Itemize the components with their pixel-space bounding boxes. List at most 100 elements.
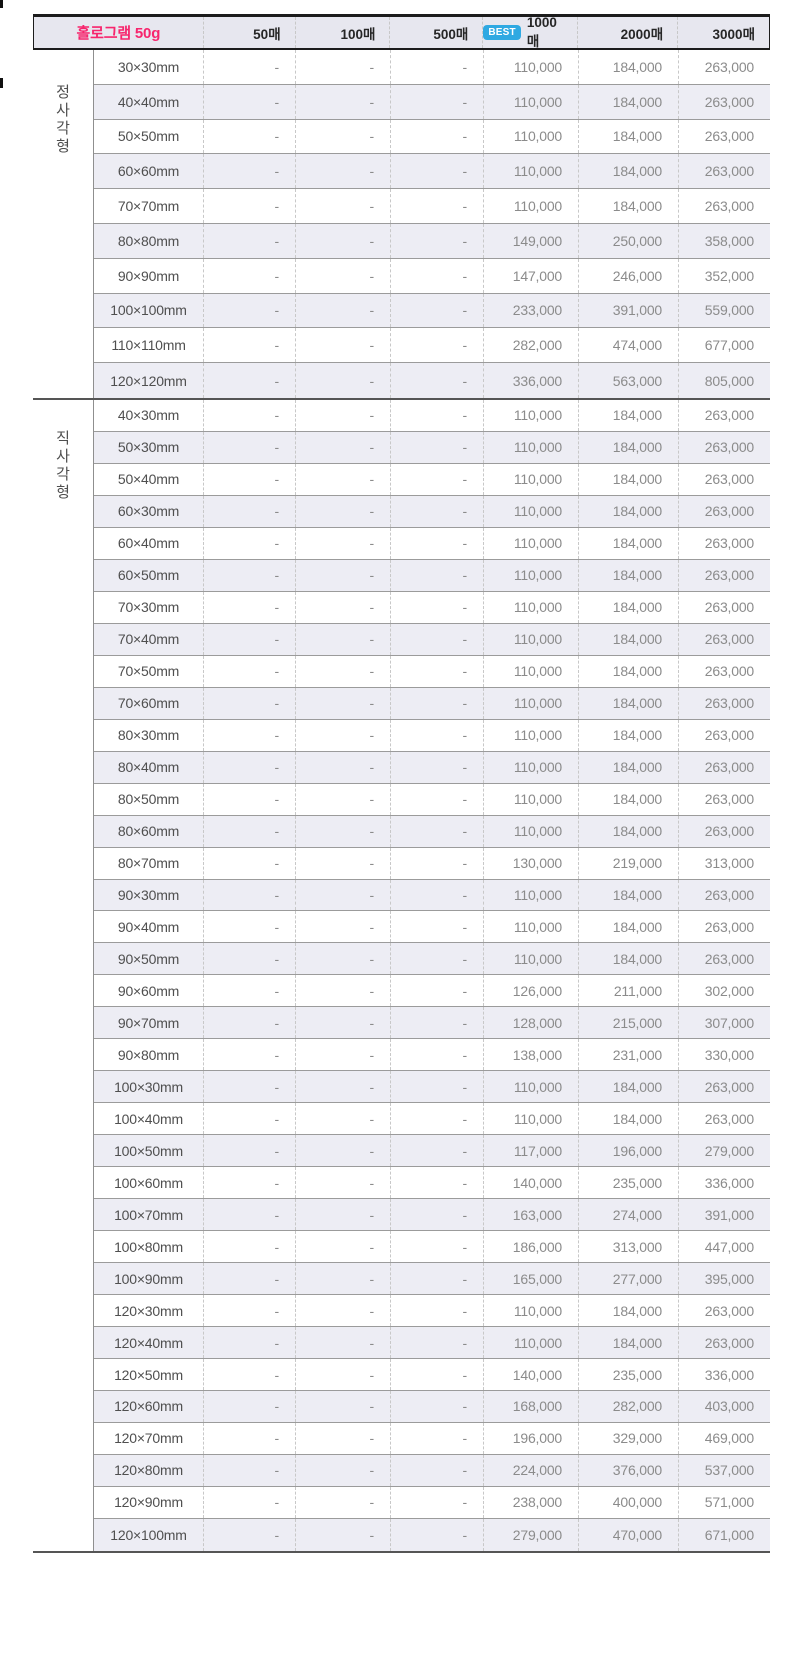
price-cell: 184,000 — [578, 1327, 678, 1359]
size-label: 120×100mm — [110, 1526, 187, 1543]
price-cell-empty: - — [203, 655, 295, 687]
size-label: 120×80mm — [114, 1462, 183, 1479]
price-cell-empty: - — [203, 591, 295, 623]
price-cell: 263,000 — [678, 815, 770, 847]
price-cell-empty: - — [295, 431, 390, 463]
price-cell-empty: - — [295, 328, 390, 363]
price-cell: 263,000 — [678, 783, 770, 815]
price-cell-empty: - — [390, 527, 483, 559]
price-cell: 184,000 — [578, 623, 678, 655]
price-cell-empty: - — [295, 1295, 390, 1327]
price-row-80×30mm: 80×30mm - - -110,000 184,000 263,000 — [94, 719, 770, 752]
size-label: 90×80mm — [117, 1046, 180, 1063]
price-cell: 184,000 — [578, 463, 678, 495]
price-cell: 219,000 — [578, 847, 678, 879]
price-cell-empty: - — [390, 1199, 483, 1231]
price-cell: 336,000 — [678, 1359, 770, 1390]
price-cell: 263,000 — [678, 399, 770, 431]
column-label: 500매 — [433, 26, 469, 42]
price-cell-empty: - — [203, 1359, 295, 1390]
price-cell: 184,000 — [578, 431, 678, 463]
price-row-100×90mm: 100×90mm - - -165,000 277,000 395,000 — [94, 1263, 770, 1296]
size-label: 50×40mm — [117, 471, 180, 488]
price-cell-empty: - — [390, 815, 483, 847]
price-cell-empty: - — [390, 189, 483, 223]
price-cell: 336,000 — [678, 1167, 770, 1199]
group-cell: 정 사 각 형 — [33, 50, 93, 398]
price-cell-empty: - — [203, 363, 295, 398]
price-cell-empty: - — [203, 154, 295, 189]
price-cell-empty: - — [203, 783, 295, 815]
price-cell: 263,000 — [678, 84, 770, 119]
price-cell: 263,000 — [678, 119, 770, 154]
price-row-70×50mm: 70×50mm - - -110,000 184,000 263,000 — [94, 655, 770, 688]
price-cell-empty: - — [295, 655, 390, 687]
price-cell-empty: - — [295, 943, 390, 975]
price-row-80×70mm: 80×70mm - - -130,000 219,000 313,000 — [94, 847, 770, 880]
size-label: 40×30mm — [117, 407, 180, 424]
price-cell: 263,000 — [678, 463, 770, 495]
size-label: 100×40mm — [114, 1110, 183, 1127]
price-cell: 238,000 — [483, 1486, 578, 1518]
price-cell-empty: - — [295, 783, 390, 815]
size-label: 90×50mm — [117, 950, 180, 967]
price-cell-empty: - — [295, 1007, 390, 1039]
price-cell-empty: - — [295, 223, 390, 258]
price-cell-empty: - — [390, 655, 483, 687]
price-cell-empty: - — [203, 1231, 295, 1263]
price-cell: 403,000 — [678, 1391, 770, 1422]
price-cell: 352,000 — [678, 258, 770, 293]
price-row-70×30mm: 70×30mm - - -110,000 184,000 263,000 — [94, 591, 770, 624]
price-cell: 163,000 — [483, 1199, 578, 1231]
price-cell-empty: - — [295, 495, 390, 527]
size-label: 120×30mm — [114, 1302, 183, 1319]
price-cell-empty: - — [390, 223, 483, 258]
price-cell: 184,000 — [578, 1295, 678, 1327]
price-cell: 184,000 — [578, 1071, 678, 1103]
size-label: 70×70mm — [117, 198, 180, 215]
price-cell-empty: - — [390, 783, 483, 815]
price-cell: 233,000 — [483, 293, 578, 328]
price-cell-empty: - — [390, 1007, 483, 1039]
price-cell-empty: - — [295, 815, 390, 847]
price-row-120×70mm: 120×70mm - - -196,000 329,000 469,000 — [94, 1422, 770, 1455]
price-cell: 447,000 — [678, 1231, 770, 1263]
rows-container: 40×30mm - - -110,000 184,000 263,000 50×30mm - -… — [93, 399, 770, 1551]
price-cell-empty: - — [390, 1422, 483, 1454]
price-cell: 263,000 — [678, 655, 770, 687]
price-row-60×60mm: 60×60mm - - -110,000 184,000 263,000 — [94, 154, 770, 190]
price-cell-empty: - — [390, 1486, 483, 1518]
price-cell-empty: - — [203, 1486, 295, 1518]
price-cell-empty: - — [295, 1231, 390, 1263]
price-row-40×40mm: 40×40mm - - -110,000 184,000 263,000 — [94, 84, 770, 120]
price-cell-empty: - — [295, 363, 390, 398]
price-cell: 110,000 — [483, 1295, 578, 1327]
price-row-100×80mm: 100×80mm - - -186,000 313,000 447,000 — [94, 1231, 770, 1264]
price-cell-empty: - — [203, 1071, 295, 1103]
section-square: 정 사 각 형 30×30mm - - -110,000 184,000 263,000 40… — [33, 50, 770, 398]
price-cell-empty: - — [295, 463, 390, 495]
price-cell: 279,000 — [678, 1135, 770, 1167]
price-cell: 279,000 — [483, 1518, 578, 1551]
price-cell-empty: - — [295, 1103, 390, 1135]
price-cell: 263,000 — [678, 943, 770, 975]
price-cell-empty: - — [203, 815, 295, 847]
price-row-70×70mm: 70×70mm - - -110,000 184,000 263,000 — [94, 189, 770, 224]
group-cell: 직 사 각 형 — [33, 400, 93, 1551]
price-cell: 358,000 — [678, 223, 770, 258]
size-label: 70×50mm — [117, 663, 180, 680]
price-cell: 110,000 — [483, 50, 578, 84]
size-label: 80×40mm — [117, 759, 180, 776]
price-cell: 184,000 — [578, 591, 678, 623]
price-cell: 184,000 — [578, 783, 678, 815]
price-cell-empty: - — [295, 559, 390, 591]
price-cell: 110,000 — [483, 943, 578, 975]
price-cell-empty: - — [295, 1422, 390, 1454]
size-label: 60×60mm — [117, 163, 180, 180]
price-cell: 215,000 — [578, 1007, 678, 1039]
price-cell: 117,000 — [483, 1135, 578, 1167]
price-cell: 138,000 — [483, 1039, 578, 1071]
price-cell: 110,000 — [483, 1327, 578, 1359]
price-cell: 184,000 — [578, 1103, 678, 1135]
size-label: 90×60mm — [117, 982, 180, 999]
